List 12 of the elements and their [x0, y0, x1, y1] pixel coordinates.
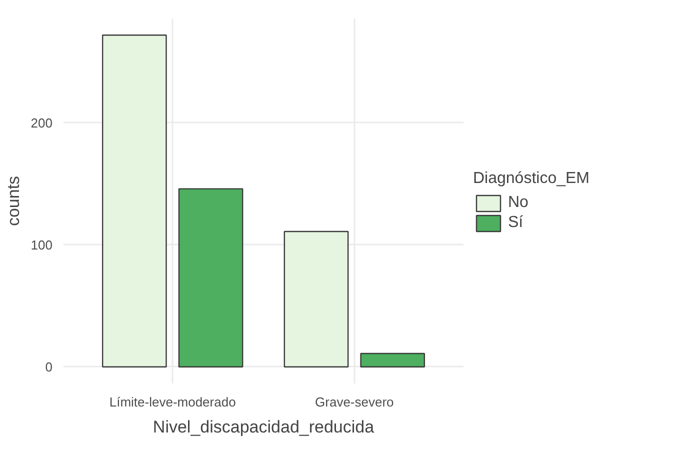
bar: [360, 352, 426, 368]
legend-label: Sí: [508, 214, 524, 232]
y-tick-label: 200: [30, 115, 53, 130]
bar: [178, 188, 244, 368]
x-axis-title: Nivel_discapacidad_reducida: [152, 418, 375, 436]
y-tick-label: 100: [30, 237, 53, 252]
legend-title: Diagnóstico_EM: [473, 170, 590, 188]
x-tick-label: Grave-severo: [315, 394, 394, 410]
x-tick-label: Límite-leve-moderado: [109, 394, 236, 410]
y-axis-title: counts: [4, 176, 23, 226]
legend-label: No: [508, 194, 528, 212]
y-tick-label: 0: [45, 359, 53, 374]
